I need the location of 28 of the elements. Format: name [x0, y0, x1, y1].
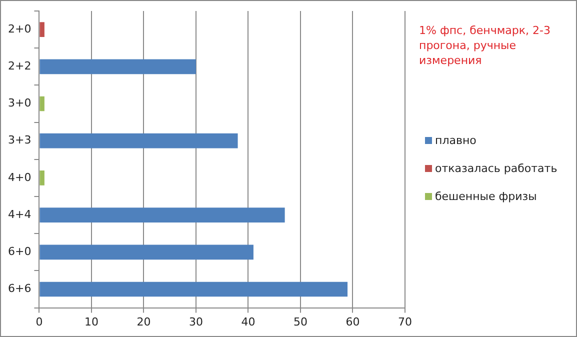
bar — [40, 96, 44, 112]
y-tick-label: 4+4 — [8, 208, 32, 221]
y-tick-label: 4+0 — [8, 170, 32, 184]
bar — [40, 133, 238, 148]
bar — [40, 59, 196, 74]
x-tick-label: 70 — [398, 315, 412, 328]
bar — [40, 244, 254, 260]
y-tick-label: 2+0 — [8, 22, 32, 36]
x-tick-label: 60 — [346, 315, 360, 328]
bar — [40, 208, 285, 222]
x-tick-label: 10 — [84, 315, 98, 328]
y-tick-label: 6+0 — [8, 245, 32, 258]
y-tick-label: 3+0 — [8, 96, 32, 110]
y-tick-label: 3+3 — [8, 134, 32, 147]
x-tick-label: 50 — [293, 315, 308, 328]
bar — [40, 22, 44, 37]
text: 1% фпс, бенчмарк, 2-3 прогона, ручные измерения — [419, 23, 552, 68]
legend-label: отказалась работать — [435, 162, 558, 174]
bar — [40, 170, 44, 186]
y-tick-label: 2+2 — [8, 60, 32, 73]
legend-label: бешенные фризы — [435, 190, 537, 202]
x-tick-label: 20 — [136, 315, 151, 328]
x-tick-label: 30 — [188, 315, 203, 328]
bar — [40, 282, 348, 297]
y-tick-label: 6+6 — [8, 282, 32, 296]
x-tick-label: 40 — [241, 315, 256, 328]
x-tick-label: 0 — [36, 315, 43, 328]
legend-label: плавно — [435, 134, 476, 146]
